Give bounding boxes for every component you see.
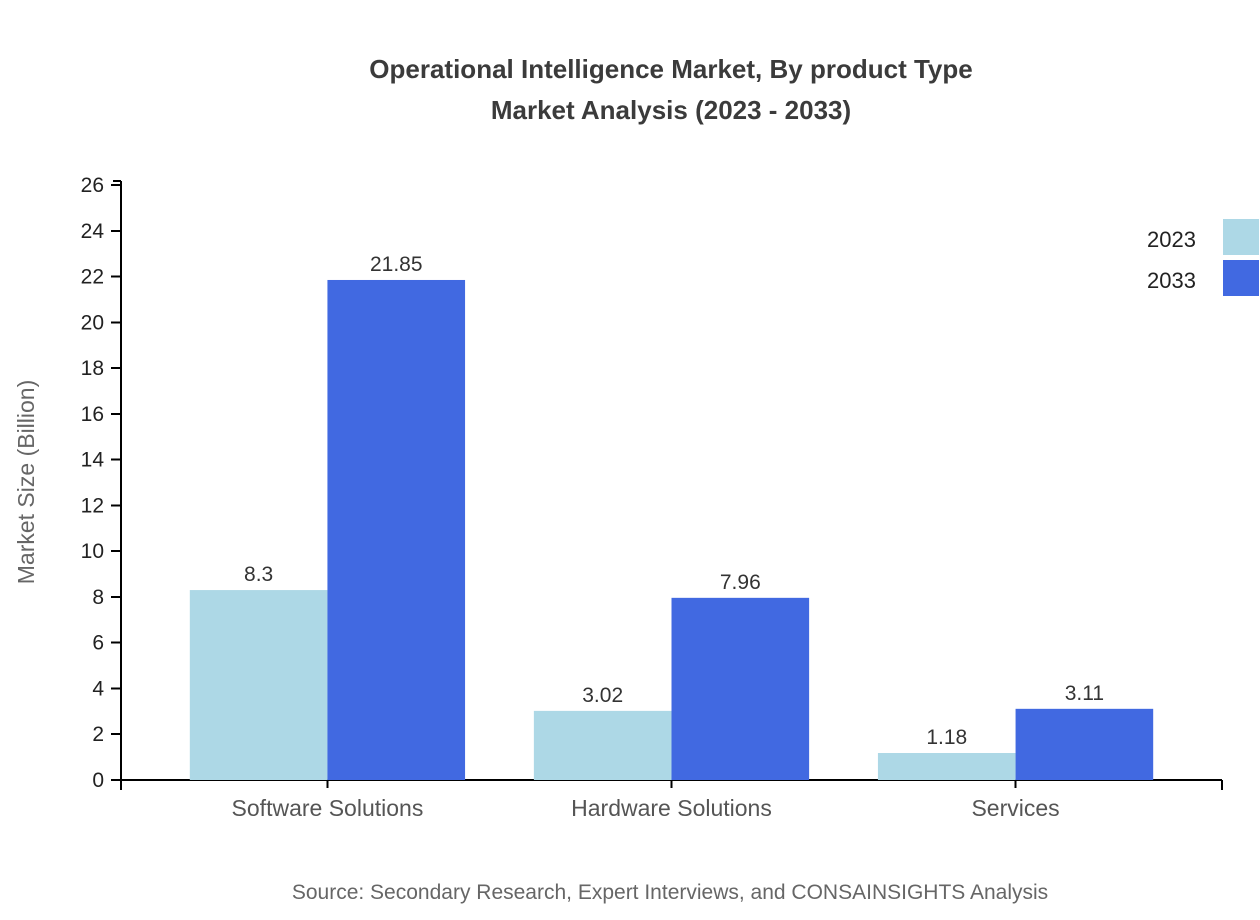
category-label-0: Software Solutions <box>232 795 424 821</box>
bar-2023-1 <box>533 710 672 780</box>
y-tick-label: 8 <box>92 586 104 609</box>
y-tick-label: 2 <box>92 723 104 746</box>
bar-2033-2 <box>1015 708 1154 780</box>
category-label-1: Hardware Solutions <box>571 795 772 821</box>
y-tick-label: 20 <box>81 311 104 334</box>
bar-value-label-2033-2: 3.11 <box>1065 682 1104 705</box>
y-tick-label: 26 <box>81 174 104 197</box>
y-tick-label: 18 <box>81 357 104 380</box>
legend-swatch-2023 <box>1223 219 1259 255</box>
bar-value-label-2023-1: 3.02 <box>582 684 623 707</box>
bar-value-label-2033-0: 21.85 <box>370 253 423 276</box>
chart-title-line1: Operational Intelligence Market, By prod… <box>369 54 972 84</box>
y-tick-label: 4 <box>92 677 104 700</box>
bar-value-label-2033-1: 7.96 <box>720 571 761 594</box>
chart-title-line2: Market Analysis (2023 - 2033) <box>491 95 851 125</box>
legend-swatch-2033 <box>1223 260 1259 296</box>
category-label-2: Services <box>971 795 1059 821</box>
y-tick-label: 12 <box>81 494 104 517</box>
y-tick-label: 16 <box>81 403 104 426</box>
y-tick-label: 6 <box>92 632 104 655</box>
y-tick-label: 10 <box>81 540 104 563</box>
y-tick-label: 22 <box>81 266 104 289</box>
y-tick-label: 0 <box>92 769 104 792</box>
bar-2023-2 <box>877 752 1016 780</box>
bar-value-label-2023-0: 8.3 <box>244 563 273 586</box>
bar-2033-0 <box>327 279 466 780</box>
y-tick-label: 14 <box>81 449 105 472</box>
bar-2023-0 <box>189 590 328 780</box>
bar-2033-1 <box>671 597 810 780</box>
y-axis-title: Market Size (Billion) <box>13 380 39 585</box>
source-note: Source: Secondary Research, Expert Inter… <box>292 881 1048 904</box>
bar-value-label-2023-2: 1.18 <box>926 726 967 749</box>
legend-label-2033: 2033 <box>1147 268 1196 293</box>
legend: 2023 2033 <box>1147 219 1259 296</box>
legend-label-2023: 2023 <box>1147 227 1196 252</box>
y-tick-label: 24 <box>81 220 105 243</box>
